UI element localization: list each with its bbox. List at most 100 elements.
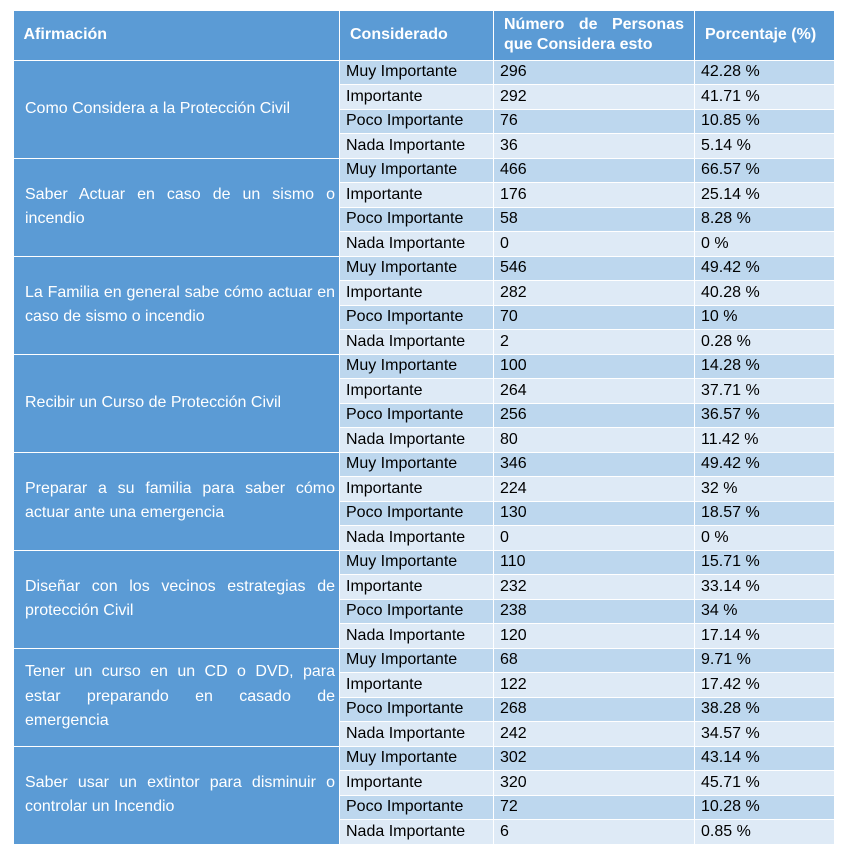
- statement-cell: La Familia en general sabe cómo actuar e…: [13, 255, 340, 355]
- count-cell: 6: [493, 819, 695, 845]
- level-cell: Nada Importante: [339, 427, 494, 453]
- statement-cell: Diseñar con los vecinos estrategias de p…: [13, 549, 340, 649]
- percent-cell: 14.28 %: [694, 353, 835, 379]
- statement-cell: Como Considera a la Protección Civil: [13, 59, 340, 159]
- percent-cell: 5.14 %: [694, 133, 835, 159]
- level-cell: Poco Importante: [339, 108, 494, 134]
- table-row: Poco Importante 76 10.85 %: [14, 108, 835, 134]
- count-cell: 68: [493, 647, 695, 673]
- percent-cell: 17.14 %: [694, 623, 835, 649]
- level-cell: Poco Importante: [339, 206, 494, 232]
- count-cell: 320: [493, 770, 695, 796]
- percent-cell: 66.57 %: [694, 157, 835, 183]
- statement-cell: Saber Actuar en caso de un sismo o incen…: [13, 157, 340, 257]
- table-row: Como Considera a la Protección Civil Muy …: [13, 59, 835, 159]
- percent-cell: 43.14 %: [694, 745, 835, 771]
- table-row: Nada Importante 0 0 %: [14, 525, 835, 551]
- level-cell: Nada Importante: [339, 231, 494, 257]
- count-cell: 296: [493, 59, 695, 85]
- percent-cell: 25.14 %: [694, 182, 835, 208]
- percent-cell: 38.28 %: [694, 696, 835, 722]
- table-row: Importante 176 25.14 %: [14, 182, 835, 208]
- table-row: Importante 224 32 %: [14, 476, 835, 502]
- count-cell: 346: [493, 451, 695, 477]
- table-row: Nada Importante 6 0.85 %: [14, 819, 835, 845]
- count-cell: 58: [493, 206, 695, 232]
- level-cell: Nada Importante: [339, 133, 494, 159]
- count-cell: 120: [493, 623, 695, 649]
- level-cell: Poco Importante: [339, 500, 494, 526]
- statement-cell: Preparar a su familia para saber cómo ac…: [13, 451, 340, 551]
- header-afirmacion: Afirmación: [13, 11, 340, 60]
- header-row: Afirmación Considerado Número de Persona…: [13, 11, 835, 60]
- table-row: Poco Importante 238 34 %: [14, 598, 835, 624]
- percent-cell: 33.14 %: [694, 574, 835, 600]
- level-cell: Poco Importante: [339, 696, 494, 722]
- percent-cell: 10.85 %: [694, 108, 835, 134]
- percent-cell: 10.28 %: [694, 794, 835, 820]
- header-numero: Número de Personas que Considera esto: [493, 11, 695, 60]
- count-cell: 100: [493, 353, 695, 379]
- percent-cell: 0.28 %: [694, 329, 835, 355]
- table-row: Poco Importante 256 36.57 %: [14, 402, 835, 428]
- header-porcentaje: Porcentaje (%): [694, 11, 835, 60]
- level-cell: Importante: [339, 378, 494, 404]
- table-row: Saber Actuar en caso de un sismo o incen…: [13, 157, 835, 257]
- count-cell: 72: [493, 794, 695, 820]
- level-cell: Importante: [339, 476, 494, 502]
- table-row: Importante 320 45.71 %: [14, 770, 835, 796]
- level-cell: Importante: [339, 182, 494, 208]
- level-cell: Importante: [339, 770, 494, 796]
- count-cell: 256: [493, 402, 695, 428]
- level-cell: Nada Importante: [339, 525, 494, 551]
- level-cell: Muy Importante: [339, 647, 494, 673]
- count-cell: 122: [493, 672, 695, 698]
- percent-cell: 36.57 %: [694, 402, 835, 428]
- count-cell: 282: [493, 280, 695, 306]
- table-row: Nada Importante 2 0.28 %: [14, 329, 835, 355]
- level-cell: Muy Importante: [339, 353, 494, 379]
- table-row: La Familia en general sabe cómo actuar e…: [13, 255, 835, 355]
- level-cell: Importante: [339, 574, 494, 600]
- percent-cell: 0 %: [694, 231, 835, 257]
- level-cell: Nada Importante: [339, 623, 494, 649]
- table-row: Poco Importante 130 18.57 %: [14, 500, 835, 526]
- level-cell: Nada Importante: [339, 819, 494, 845]
- count-cell: 0: [493, 525, 695, 551]
- table-row: Nada Importante 36 5.14 %: [14, 133, 835, 159]
- percent-cell: 0.85 %: [694, 819, 835, 845]
- percent-cell: 34 %: [694, 598, 835, 624]
- table-row: Recibir un Curso de Protección Civil Muy …: [13, 353, 835, 453]
- count-cell: 2: [493, 329, 695, 355]
- level-cell: Muy Importante: [339, 745, 494, 771]
- table-row: Importante 122 17.42 %: [14, 672, 835, 698]
- percent-cell: 49.42 %: [694, 451, 835, 477]
- percent-cell: 11.42 %: [694, 427, 835, 453]
- table-row: Poco Importante 72 10.28 %: [14, 794, 835, 820]
- percent-cell: 0 %: [694, 525, 835, 551]
- percent-cell: 45.71 %: [694, 770, 835, 796]
- table-row: Saber usar un extintor para disminuir o …: [13, 745, 835, 845]
- percent-cell: 37.71 %: [694, 378, 835, 404]
- count-cell: 292: [493, 84, 695, 110]
- percent-cell: 41.71 %: [694, 84, 835, 110]
- percent-cell: 15.71 %: [694, 549, 835, 575]
- count-cell: 224: [493, 476, 695, 502]
- count-cell: 302: [493, 745, 695, 771]
- count-cell: 232: [493, 574, 695, 600]
- table-row: Tener un curso en un CD o DVD, para esta…: [13, 647, 835, 747]
- statement-cell: Tener un curso en un CD o DVD, para esta…: [13, 647, 340, 747]
- count-cell: 70: [493, 304, 695, 330]
- percent-cell: 10 %: [694, 304, 835, 330]
- percent-cell: 17.42 %: [694, 672, 835, 698]
- count-cell: 0: [493, 231, 695, 257]
- percent-cell: 40.28 %: [694, 280, 835, 306]
- header-considerado: Considerado: [339, 11, 494, 60]
- percent-cell: 9.71 %: [694, 647, 835, 673]
- table-row: Preparar a su familia para saber cómo ac…: [13, 451, 835, 551]
- level-cell: Poco Importante: [339, 304, 494, 330]
- level-cell: Importante: [339, 84, 494, 110]
- level-cell: Muy Importante: [339, 549, 494, 575]
- count-cell: 36: [493, 133, 695, 159]
- level-cell: Muy Importante: [339, 59, 494, 85]
